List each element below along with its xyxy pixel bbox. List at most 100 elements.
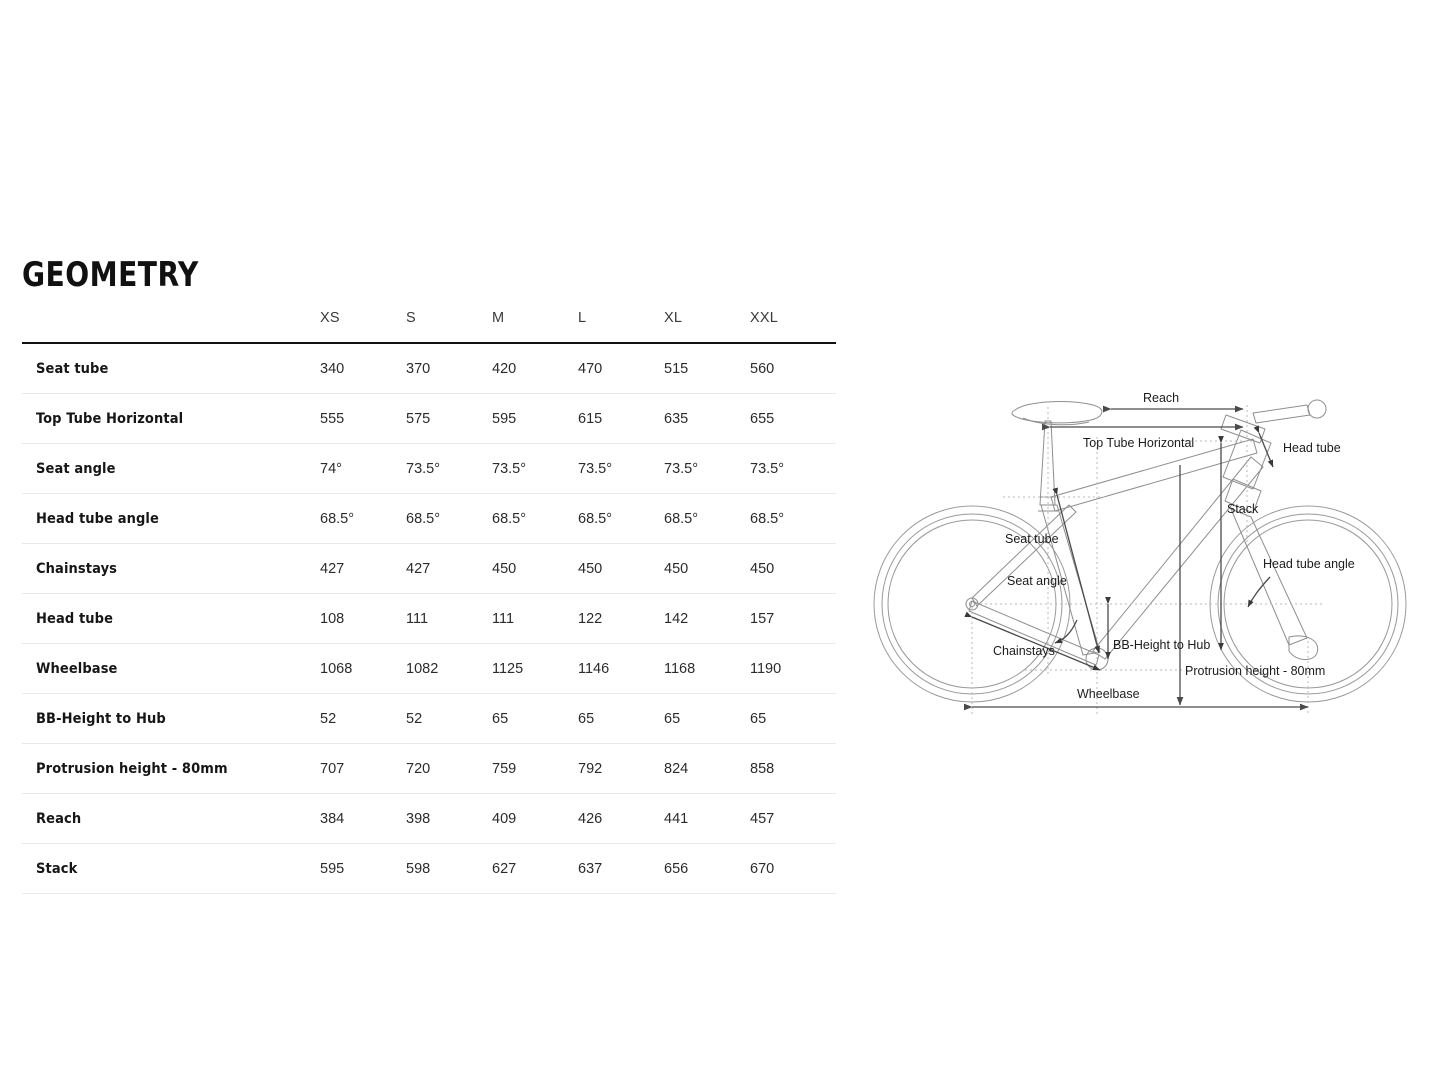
diagram-dimension-arrows (963, 405, 1309, 711)
column-header-l: L (578, 310, 587, 326)
column-header-xl: XL (664, 310, 683, 326)
table-row: Head tube angle 68.5° 68.5° 68.5° 68.5° … (22, 493, 836, 544)
row-label-bb-height-to-hub: BB-Height to Hub (22, 693, 320, 744)
row-label-stack: Stack (22, 843, 320, 894)
table-row: Stack 595 598 627 637 656 670 (22, 843, 836, 894)
cell-head-tube-xxl: 157 (750, 593, 836, 644)
row-label-wheelbase: Wheelbase (22, 643, 320, 694)
cell-stack-xl: 656 (664, 843, 750, 894)
column-header-s: S (406, 310, 416, 326)
cell-seat-angle-m: 73.5° (492, 443, 578, 494)
cell-protrusion-height-xxl: 858 (750, 743, 836, 794)
table-row: Chainstays 427 427 450 450 450 450 (22, 543, 836, 594)
seatstay (971, 504, 1077, 607)
row-label-seat-tube: Seat tube (22, 343, 320, 394)
cell-reach-xl: 441 (664, 793, 750, 844)
cell-top-tube-horizontal-xl: 635 (664, 393, 750, 444)
cell-reach-xxl: 457 (750, 793, 836, 844)
label-seat-angle: Seat angle (1007, 574, 1067, 588)
cell-stack-xxl: 670 (750, 843, 836, 894)
table-header-row: XS S M L XL XXL (22, 310, 836, 343)
cell-top-tube-horizontal-xs: 555 (320, 393, 406, 444)
handlebar-grip (1307, 399, 1327, 419)
cell-bb-height-to-hub-m: 65 (492, 693, 578, 744)
cell-chainstays-s: 427 (406, 543, 492, 594)
diagram-labels: Reach Top Tube Horizontal Head tube Stac… (993, 391, 1355, 701)
geometry-table-wrapper: XS S M L XL XXL Seat tube 340 370 420 47… (22, 310, 836, 894)
table-row: Reach 384 398 409 426 441 457 (22, 793, 836, 844)
row-label-reach: Reach (22, 793, 320, 844)
cell-protrusion-height-s: 720 (406, 743, 492, 794)
saddle (1011, 401, 1103, 424)
label-stack: Stack (1227, 502, 1259, 516)
row-label-protrusion-height: Protrusion height - 80mm (22, 743, 320, 794)
cell-seat-tube-m: 420 (492, 343, 578, 394)
cell-top-tube-horizontal-s: 575 (406, 393, 492, 444)
table-row: Head tube 108 111 111 122 142 157 (22, 593, 836, 644)
table-row: Wheelbase 1068 1082 1125 1146 1168 1190 (22, 643, 836, 694)
cell-wheelbase-s: 1082 (406, 643, 492, 694)
cell-seat-angle-l: 73.5° (578, 443, 664, 494)
cell-top-tube-horizontal-l: 615 (578, 393, 664, 444)
label-reach: Reach (1143, 391, 1179, 405)
cell-head-tube-m: 111 (492, 593, 578, 644)
table-row: BB-Height to Hub 52 52 65 65 65 65 (22, 693, 836, 744)
cell-head-tube-xl: 142 (664, 593, 750, 644)
cell-chainstays-l: 450 (578, 543, 664, 594)
cell-seat-tube-l: 470 (578, 343, 664, 394)
fork-dropout (1288, 635, 1319, 660)
cell-bb-height-to-hub-s: 52 (406, 693, 492, 744)
column-header-m: M (492, 310, 505, 326)
head-tube-arrow (1253, 425, 1274, 468)
cell-bb-height-to-hub-xs: 52 (320, 693, 406, 744)
cell-reach-xs: 384 (320, 793, 406, 844)
table-row: Seat tube 340 370 420 470 515 560 (22, 343, 836, 394)
cell-seat-angle-xs: 74° (320, 443, 406, 494)
cell-reach-s: 398 (406, 793, 492, 844)
cell-head-tube-angle-s: 68.5° (406, 493, 492, 544)
cell-protrusion-height-xs: 707 (320, 743, 406, 794)
label-head-tube-angle: Head tube angle (1263, 557, 1355, 571)
bicycle-geometry-diagram: Reach Top Tube Horizontal Head tube Stac… (855, 385, 1435, 720)
table-row: Top Tube Horizontal 555 575 595 615 635 … (22, 393, 836, 444)
table-header: XS S M L XL XXL (22, 310, 836, 343)
stem (1220, 414, 1266, 444)
cell-head-tube-angle-xs: 68.5° (320, 493, 406, 544)
front-wheel-tire-inner (1217, 513, 1399, 695)
cell-protrusion-height-l: 792 (578, 743, 664, 794)
cell-seat-tube-s: 370 (406, 343, 492, 394)
cell-head-tube-angle-m: 68.5° (492, 493, 578, 544)
cell-seat-tube-xxl: 560 (750, 343, 836, 394)
label-seat-tube: Seat tube (1005, 532, 1059, 546)
column-header-xs: XS (320, 310, 340, 326)
cell-stack-l: 637 (578, 843, 664, 894)
label-protrusion-height: Protrusion height - 80mm (1185, 664, 1325, 678)
head-tube-angle-arc (1247, 576, 1271, 608)
cell-head-tube-l: 122 (578, 593, 664, 644)
cell-bb-height-to-hub-xxl: 65 (750, 693, 836, 744)
cell-head-tube-angle-l: 68.5° (578, 493, 664, 544)
row-label-seat-angle: Seat angle (22, 443, 320, 494)
cell-bb-height-to-hub-l: 65 (578, 693, 664, 744)
cell-chainstays-m: 450 (492, 543, 578, 594)
cell-seat-tube-xl: 515 (664, 343, 750, 394)
geometry-table: XS S M L XL XXL Seat tube 340 370 420 47… (22, 310, 836, 894)
cell-top-tube-horizontal-xxl: 655 (750, 393, 836, 444)
chainstays-arrow (964, 611, 1101, 671)
cell-wheelbase-m: 1125 (492, 643, 578, 694)
handlebar (1252, 404, 1311, 424)
cell-seat-angle-xl: 73.5° (664, 443, 750, 494)
cell-stack-m: 627 (492, 843, 578, 894)
cell-bb-height-to-hub-xl: 65 (664, 693, 750, 744)
cell-stack-s: 598 (406, 843, 492, 894)
label-bb-height-to-hub: BB-Height to Hub (1113, 638, 1210, 652)
fork-crown (1224, 478, 1262, 514)
cell-reach-l: 426 (578, 793, 664, 844)
cell-head-tube-s: 111 (406, 593, 492, 644)
cell-seat-angle-xxl: 73.5° (750, 443, 836, 494)
cell-head-tube-xs: 108 (320, 593, 406, 644)
label-head-tube: Head tube (1283, 441, 1341, 455)
page-title: GEOMETRY (22, 255, 199, 295)
label-top-tube-horizontal: Top Tube Horizontal (1083, 436, 1194, 450)
cell-seat-angle-s: 73.5° (406, 443, 492, 494)
